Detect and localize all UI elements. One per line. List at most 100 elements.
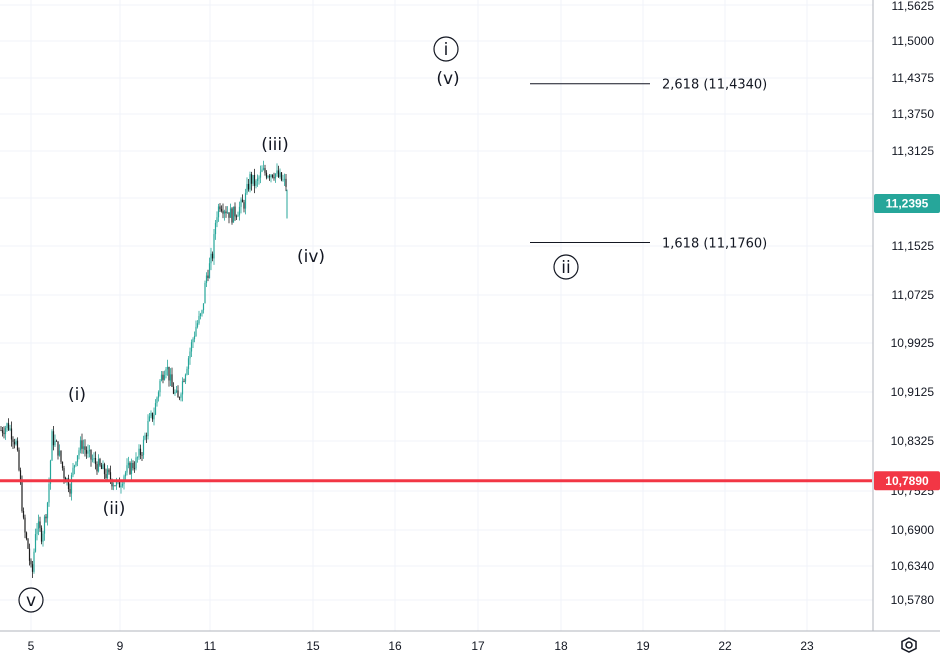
candle-body [127,462,130,466]
candle-body [268,176,271,178]
y-tick-label: 11,5000 [892,34,935,48]
candle-body [115,481,118,486]
candle-body [103,464,106,475]
candle-body [168,366,170,381]
candle-body [225,211,227,214]
wave-labels: i (v) (iii) (iv) ii (i) (ii) v [18,36,579,613]
candle-body [267,176,269,178]
candle-body [234,206,236,217]
candle-body [132,463,134,469]
candle-body [154,403,157,415]
x-tick-label: 15 [306,639,320,653]
candle-body [46,502,49,519]
candle-body [273,177,275,179]
candle-body [285,178,287,187]
wave-label-iii-paren[interactable]: (iii) [261,135,288,155]
fibonacci-levels[interactable]: 2,618 (11,4340) 1,618 (11,1760) [530,78,767,252]
candle-body [142,439,145,455]
candle-body [88,449,91,452]
x-tick-label: 5 [28,639,35,653]
candle-body [222,210,224,214]
x-tick-label: 18 [554,639,568,653]
wave-label-i-paren[interactable]: (i) [68,385,86,405]
candle-body [82,446,85,449]
candle-body [73,465,76,468]
x-tick-label: 19 [636,639,650,653]
candle-body [114,485,116,487]
wave-label-circled-i[interactable]: i [433,36,459,62]
y-tick-label: 11,4375 [892,71,935,85]
candle-body [4,428,7,435]
wave-label-v-paren[interactable]: (v) [436,69,459,89]
candle-body [39,521,41,528]
candle-body [45,516,47,519]
candle-body [226,212,229,214]
candle-body [174,392,176,394]
y-tick-label: 11,1525 [892,239,935,253]
candle-body [214,222,217,235]
price-axis[interactable]: 11,5625 11,5000 11,4375 11,3750 11,3125 11,15… [872,0,940,631]
candle-body [249,174,251,190]
candle-body [196,323,199,327]
candle-body [75,461,77,466]
candle-body [252,174,254,184]
x-tick-label: 23 [800,639,814,653]
candle-body [280,172,283,181]
candle-body [112,485,115,487]
candle-body [30,560,32,565]
candle-body [109,472,112,480]
candle-body [85,450,88,454]
candle-body [40,527,43,542]
candle-body [51,431,53,461]
candle-body [1,430,4,433]
candle-body [145,435,148,437]
candle-body [94,458,97,465]
candle-body [241,199,244,203]
candle-body [27,538,29,549]
candle-body [133,468,136,469]
candle-body [255,180,257,186]
grid-lines [0,0,873,631]
candle-body [238,206,241,216]
y-tick-label: 11,0725 [892,288,935,302]
wave-label-iv-paren[interactable]: (iv) [297,247,325,267]
y-tick-label: 11,5625 [892,0,935,13]
candle-body [102,464,104,469]
candle-body [216,217,218,223]
candle-body [147,421,149,437]
candle-body [228,212,230,218]
candle-body [190,342,193,352]
candle-body [195,326,197,337]
candle-body [160,374,163,381]
candle-body [219,206,221,210]
wave-label-ii-paren[interactable]: (ii) [103,499,126,519]
candle-body [67,478,70,490]
candle-body [28,548,31,561]
candle-body [87,451,89,454]
time-axis[interactable]: 5 9 11 15 16 17 18 19 22 23 [0,630,940,653]
settings-button[interactable] [901,637,917,653]
candle-body [139,448,142,455]
candle-body [183,381,185,382]
y-tick-label: 10,9925 [891,336,935,350]
candle-body [9,428,11,430]
candle-body [63,468,65,479]
wave-label-circled-v-text: v [26,591,36,611]
y-tick-label: 10,9125 [891,385,935,399]
candle-body [229,208,232,218]
wave-label-circled-v[interactable]: v [18,587,44,613]
candle-body [208,263,211,279]
candle-body [111,479,113,487]
y-tick-label: 11,3750 [892,107,935,121]
candle-body [54,440,56,446]
candle-body [37,521,40,529]
candle-body [36,528,38,535]
candle-body [58,450,61,456]
candle-body [12,439,14,442]
candle-body [274,173,277,179]
gear-icon [901,637,917,653]
candle-body [159,380,161,393]
wave-label-circled-ii[interactable]: ii [553,254,579,280]
candle-body [207,275,209,279]
